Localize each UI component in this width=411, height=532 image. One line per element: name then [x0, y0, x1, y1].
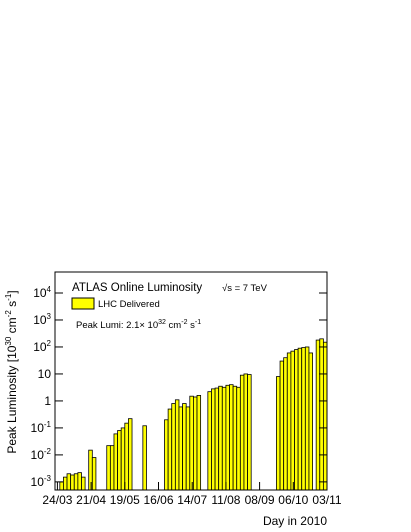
bar	[91, 457, 97, 491]
x-tick-label: 03/11	[312, 493, 341, 507]
bar	[315, 339, 321, 491]
bar	[322, 341, 328, 491]
x-tick-label: 21/04	[76, 493, 106, 507]
bar	[301, 347, 306, 491]
bar	[128, 418, 133, 491]
y-tick-label: 1	[44, 394, 51, 408]
y-tick-label: 10-2	[31, 447, 52, 462]
bar	[113, 433, 118, 491]
x-tick-label: 16/06	[143, 493, 173, 507]
x-tick-label: 24/03	[42, 493, 72, 507]
bar	[243, 373, 248, 491]
bar	[171, 403, 176, 491]
bar	[124, 422, 129, 491]
bar	[178, 406, 183, 491]
bar	[247, 374, 252, 491]
y-tick-label-base: 10	[33, 313, 47, 327]
bar	[236, 386, 241, 491]
bar	[117, 430, 122, 491]
bar	[59, 481, 64, 491]
bar	[88, 449, 93, 491]
x-tick-label: 19/05	[110, 493, 140, 507]
bar	[66, 473, 72, 491]
bar	[70, 474, 75, 491]
bar	[189, 395, 194, 491]
bar	[218, 385, 223, 491]
bar	[290, 350, 295, 491]
bar	[225, 384, 230, 491]
y-tick-label-exp: -2	[44, 447, 52, 456]
bar	[239, 374, 245, 491]
y-tick-label: 103	[33, 312, 51, 327]
legend-swatch	[71, 297, 95, 310]
bar	[164, 419, 169, 491]
bar	[221, 386, 227, 491]
peak-lumi: Peak Lumi: 2.1× 1032 cm-2 s-1	[76, 319, 201, 331]
bar	[63, 476, 68, 491]
bar	[185, 406, 191, 491]
x-tick-label: 08/09	[245, 493, 275, 507]
y-tick-label-base: 10	[33, 340, 47, 354]
bar	[319, 338, 324, 491]
plot-frame	[54, 271, 328, 491]
bar	[142, 425, 147, 491]
bar	[73, 473, 79, 491]
y-tick-label-base: 10	[31, 448, 45, 462]
bar	[308, 352, 313, 491]
y-tick-label-exp: -1	[44, 420, 52, 429]
bar	[167, 408, 173, 491]
x-tick-label: 11/08	[211, 493, 240, 507]
bar	[229, 384, 234, 491]
y-tick-label: 10-1	[31, 420, 52, 435]
y-tick-label-exp: 2	[47, 339, 52, 348]
y-tick-label-exp: -3	[44, 474, 52, 483]
y-tick-label: 10-3	[31, 474, 52, 489]
bar	[283, 357, 288, 491]
y-tick-label-exp: 4	[47, 285, 52, 294]
bar	[81, 476, 86, 491]
bar	[106, 445, 111, 491]
y-tick-label: 10	[38, 367, 52, 381]
bar	[279, 360, 285, 491]
bar	[286, 352, 292, 491]
energy-label: √s = 7 TeV	[222, 283, 268, 294]
bar	[207, 391, 212, 491]
x-tick-label: 14/07	[177, 493, 207, 507]
x-tick-label: 06/10	[278, 493, 308, 507]
bar	[109, 445, 115, 491]
y-tick-label: 104	[33, 285, 51, 300]
bar	[193, 396, 198, 491]
bar	[297, 347, 303, 491]
bar	[294, 349, 299, 491]
bar	[304, 346, 310, 491]
y-tick-label: 102	[33, 339, 51, 354]
bar	[182, 403, 187, 491]
bar	[196, 395, 202, 491]
y-tick-label-base: 10	[31, 421, 45, 435]
y-tick-label-exp: 3	[47, 312, 52, 321]
bar	[211, 388, 216, 491]
y-tick-label-base: 10	[31, 475, 45, 489]
y-axis-label: Peak Luminosity [1030 cm-2 s-1]	[4, 290, 19, 453]
chart-title: ATLAS Online Luminosity	[72, 282, 202, 294]
bar	[214, 387, 220, 491]
legend-label: LHC Delivered	[98, 299, 160, 310]
x-axis-label: Day in 2010	[263, 514, 327, 528]
y-tick-label-base: 10	[33, 286, 47, 300]
bar	[232, 385, 238, 491]
bar	[120, 427, 126, 491]
bar	[174, 399, 180, 491]
bar	[276, 376, 281, 491]
bar	[77, 472, 82, 491]
